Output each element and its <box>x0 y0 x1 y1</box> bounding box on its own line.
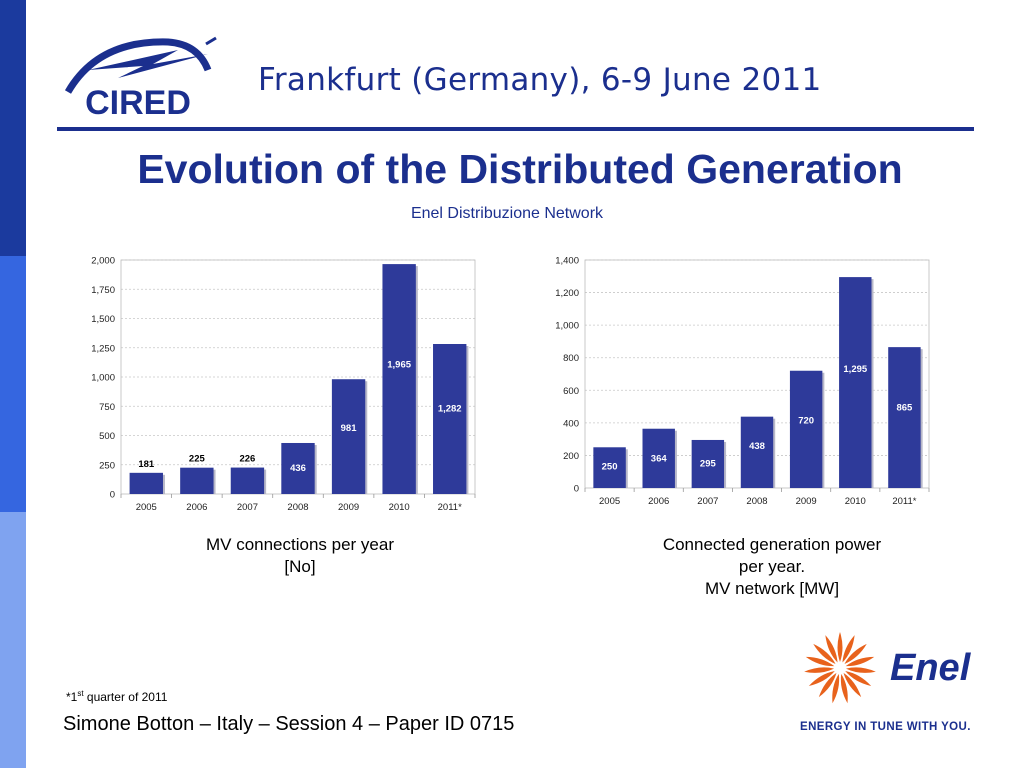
data-label: 1,295 <box>843 364 867 375</box>
x-tick-label: 2008 <box>746 496 767 507</box>
x-tick-label: 2011* <box>892 496 916 507</box>
chart2-caption: Connected generation power per year. MV … <box>622 534 922 600</box>
x-tick-label: 2010 <box>845 496 866 507</box>
chart2-caption-line2: per year. <box>738 557 806 576</box>
y-tick-label: 750 <box>99 402 115 413</box>
author-line: Simone Botton – Italy – Session 4 – Pape… <box>63 713 515 735</box>
data-label: 225 <box>189 454 206 465</box>
cired-logo-text: CIRED <box>85 84 191 122</box>
data-label: 865 <box>896 403 913 414</box>
x-tick-label: 2011* <box>438 502 462 513</box>
bar <box>642 428 675 488</box>
data-label: 250 <box>602 462 618 473</box>
bar <box>382 264 416 494</box>
data-label: 364 <box>651 453 668 464</box>
y-tick-label: 0 <box>110 490 115 501</box>
data-label: 438 <box>749 441 765 452</box>
y-tick-label: 1,400 <box>555 256 579 267</box>
x-tick-label: 2009 <box>796 496 817 507</box>
y-tick-label: 1,500 <box>91 314 115 325</box>
x-tick-label: 2007 <box>237 502 258 513</box>
data-label: 720 <box>798 416 814 427</box>
footnote-prefix: *1 <box>66 690 78 704</box>
bar <box>129 472 163 494</box>
data-label: 295 <box>700 458 717 469</box>
y-tick-label: 600 <box>563 386 579 397</box>
y-tick-label: 0 <box>574 484 579 495</box>
data-label: 1,965 <box>387 360 411 371</box>
chart1-caption-line1: MV connections per year <box>205 535 395 554</box>
chart-mv-connections: 0 250 500 750 1,000 1,250 1,500 1,750 2,000 181 20… <box>91 256 476 513</box>
x-tick-label: 2005 <box>599 496 620 507</box>
y-tick-label: 1,750 <box>91 285 115 296</box>
bar <box>281 442 315 494</box>
y-tick-label: 1,000 <box>91 373 115 384</box>
bar <box>331 379 366 494</box>
chart1-caption-line2: [No] <box>284 557 316 576</box>
header-divider <box>57 127 974 131</box>
bar <box>691 439 725 488</box>
conference-title: Frankfurt (Germany), 6-9 June 2011 <box>258 62 822 98</box>
bar <box>230 467 265 494</box>
chart1-caption: MV connections per year [No] <box>150 534 450 578</box>
y-tick-label: 1,000 <box>555 321 579 332</box>
y-tick-label: 2,000 <box>91 256 115 267</box>
slide-subtitle: Enel Distribuzione Network <box>410 205 604 222</box>
bar <box>180 467 214 494</box>
x-tick-label: 2006 <box>186 502 207 513</box>
bar <box>433 344 467 494</box>
y-tick-label: 400 <box>563 418 579 429</box>
cired-logo: CIRED <box>64 36 217 122</box>
x-tick-label: 2009 <box>338 502 359 513</box>
enel-logo: Enel <box>804 632 972 704</box>
chart2-caption-line1: Connected generation power <box>662 535 882 554</box>
x-tick-label: 2005 <box>136 502 157 513</box>
bar <box>593 447 626 488</box>
data-label: 1,282 <box>438 404 462 415</box>
data-label: 981 <box>341 423 358 434</box>
x-tick-label: 2006 <box>648 496 669 507</box>
bar <box>740 416 774 488</box>
y-tick-label: 500 <box>99 431 115 442</box>
bar <box>888 347 921 488</box>
footnote-sup: st <box>77 689 84 698</box>
y-tick-label: 1,200 <box>555 288 579 299</box>
chart2-caption-line3: MV network [MW] <box>704 579 840 598</box>
enel-tagline: ENERGY IN TUNE WITH YOU. <box>800 721 971 733</box>
x-tick-label: 2010 <box>389 502 410 513</box>
chart-connected-power: 0 200 400 600 800 1,000 1,200 1,400 250 2005 364 20… <box>555 256 930 507</box>
data-label: 226 <box>239 454 255 465</box>
footnote-text: quarter of 2011 <box>83 690 168 704</box>
bar <box>789 370 823 488</box>
y-tick-label: 250 <box>99 460 115 471</box>
y-tick-label: 800 <box>563 353 579 364</box>
bar <box>839 277 872 488</box>
x-tick-label: 2007 <box>697 496 718 507</box>
data-label: 181 <box>138 459 155 470</box>
y-tick-label: 200 <box>563 451 579 462</box>
y-tick-label: 1,250 <box>91 343 115 354</box>
data-label: 436 <box>290 463 306 474</box>
enel-sun-icon <box>804 632 876 704</box>
footnote: *1st quarter of 2011 <box>66 689 167 704</box>
x-tick-label: 2008 <box>287 502 308 513</box>
left-accent-bar <box>0 0 26 768</box>
slide-title: Evolution of the Distributed Generation <box>137 146 903 192</box>
enel-logo-text: Enel <box>890 647 972 689</box>
